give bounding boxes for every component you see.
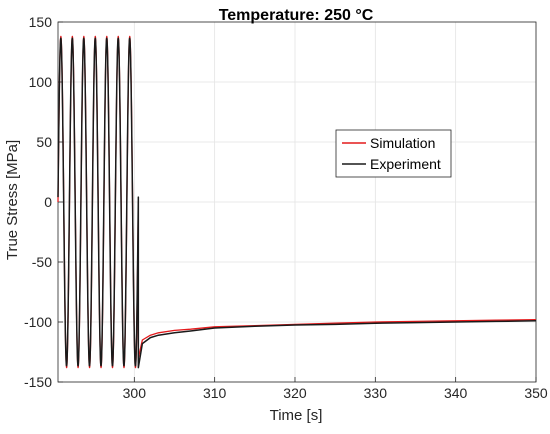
x-tick-label: 300	[123, 385, 147, 401]
legend-box	[335, 129, 452, 178]
y-tick-label: -150	[24, 374, 52, 390]
chart-legend: Simulation Experiment	[335, 129, 452, 178]
x-tick-label: 320	[283, 385, 307, 401]
tick-labels: 300 310 320 330 340 350 -150 -100 -50 0 50 100 150	[24, 14, 548, 401]
legend-label-experiment: Experiment	[370, 156, 441, 172]
x-axis-label: Time [s]	[270, 407, 323, 424]
series-lines	[57, 35, 537, 369]
chart-title: Temperature: 250 °C	[219, 7, 374, 24]
y-tick-label: 50	[36, 134, 52, 150]
y-tick-label: -50	[32, 254, 52, 270]
y-axis-label: True Stress [MPa]	[4, 140, 21, 260]
legend-label-simulation: Simulation	[370, 135, 435, 151]
y-tick-label: 0	[44, 194, 52, 210]
y-tick-label: -100	[24, 314, 52, 330]
y-tick-label: 150	[29, 14, 53, 30]
x-tick-label: 330	[364, 385, 388, 401]
y-tick-label: 100	[29, 74, 53, 90]
series-line-experiment	[57, 37, 537, 369]
x-tick-label: 340	[444, 385, 468, 401]
x-tick-label: 310	[203, 385, 227, 401]
x-tick-label: 350	[524, 385, 548, 401]
